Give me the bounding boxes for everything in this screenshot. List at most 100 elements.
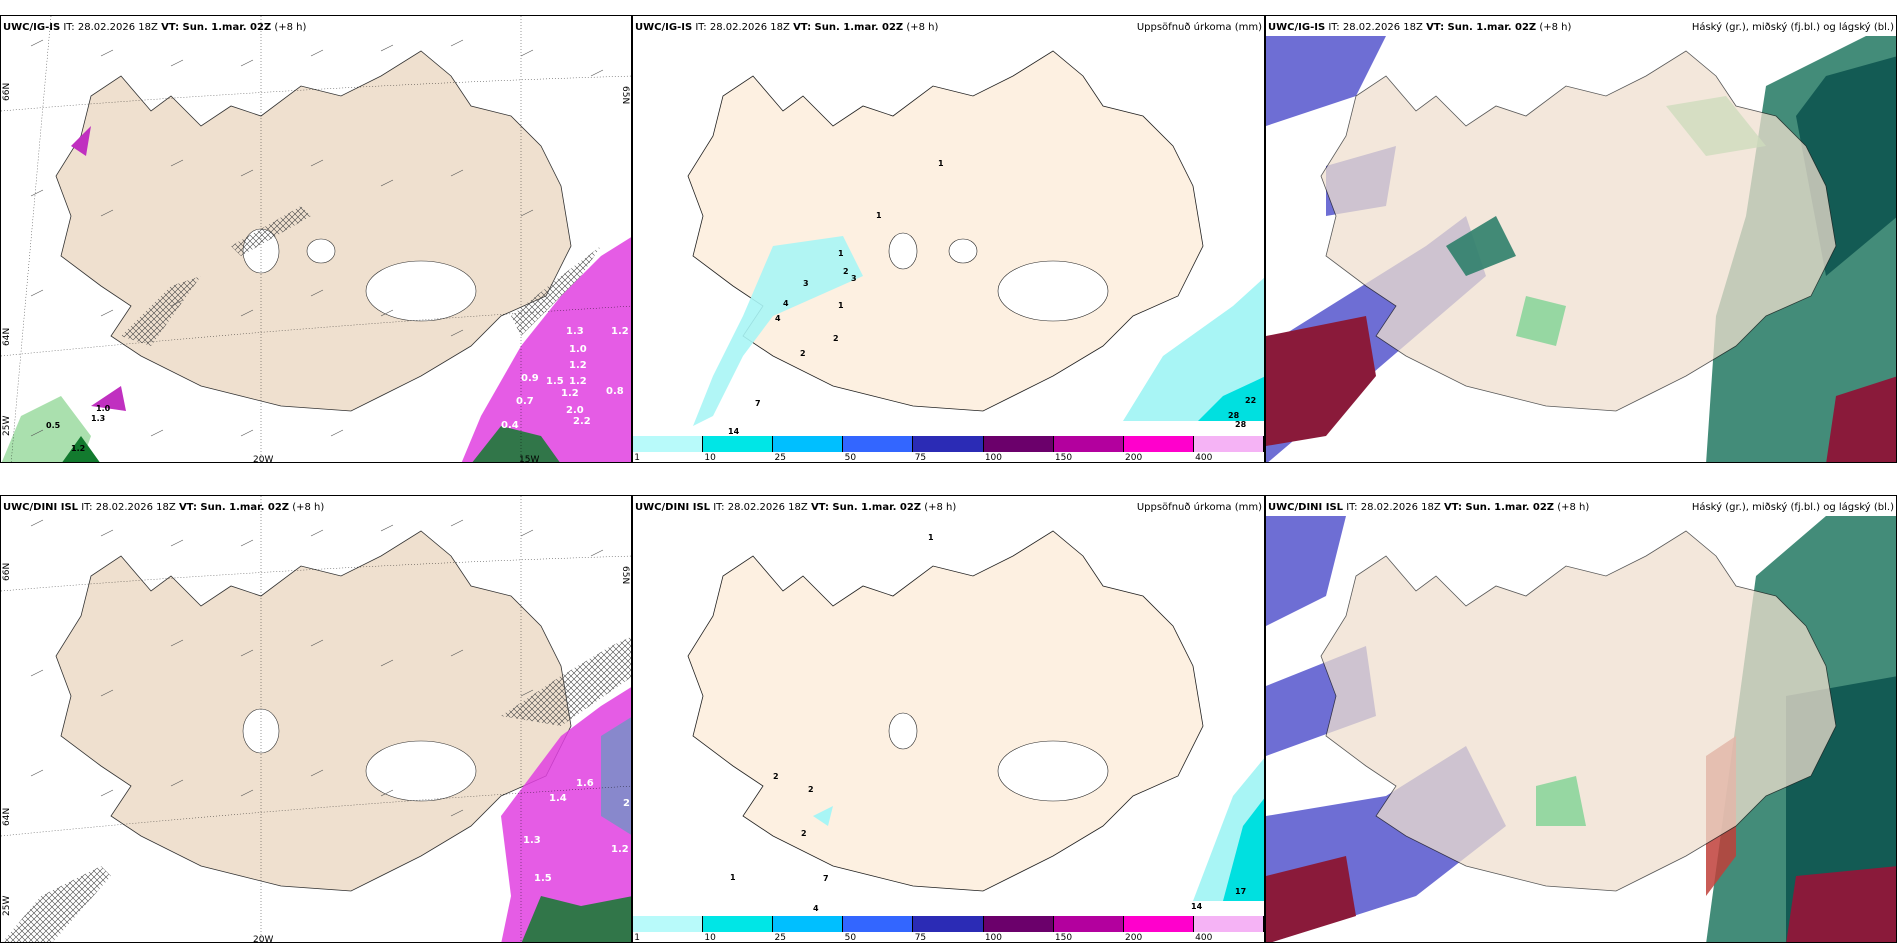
precip-colorbar: 1 10 25 50 75 100 150 200 400 (633, 916, 1264, 942)
precip-value: 4 (775, 314, 781, 323)
wind-map-panel-1: 1.3 1.0 1.5 1.2 1.2 0.9 0.7 1.2 2.0 2.2 … (0, 15, 632, 463)
colorbar-tick: 100 (984, 933, 1002, 943)
colorbar-tick: 10 (704, 453, 716, 463)
precip-map-2: 1 2 2 2 1 7 4 14 17 (687, 530, 1264, 913)
colorbar-tick: 200 (1125, 933, 1143, 943)
wind-value: 1.3 (566, 326, 584, 337)
precip-map-panel-2: 1 2 2 2 1 7 4 14 17 UWC/DINI ISL IT: 28.… (632, 495, 1265, 943)
precip-value: 7 (755, 399, 761, 408)
wind-value: 2.0 (566, 405, 584, 416)
cloud-title: Háský (gr.), miðský (fj.bl.) og lágský (… (1691, 22, 1894, 33)
colorbar-tick: 1 (634, 933, 640, 943)
precip-title: Uppsöfnuð úrkoma (mm) (1136, 502, 1262, 513)
panel-title: UWC/DINI ISL IT: 28.02.2026 18Z VT: Sun.… (635, 502, 957, 513)
colorbar-tick: 50 (844, 933, 857, 943)
colorbar-swatch (843, 436, 914, 452)
panel-title: UWC/IG-IS IT: 28.02.2026 18Z VT: Sun. 1.… (635, 22, 939, 33)
colorbar-tick: 75 (914, 933, 927, 943)
wind-value-labels: 1.3 1.0 1.5 1.2 1.2 0.9 0.7 1.2 2.0 2.2 … (46, 326, 629, 453)
wind-value: 0.7 (516, 396, 534, 407)
colorbar-swatch (913, 916, 984, 932)
lon-label: 25W (2, 416, 12, 436)
wind-value: 1.2 (561, 388, 579, 399)
precip-value: 22 (1245, 396, 1256, 405)
precip-value: 7 (823, 874, 829, 883)
precip-value: 2 (801, 829, 807, 838)
colorbar-tick: 25 (774, 453, 786, 463)
wind-value: 1.4 (549, 793, 567, 804)
wind-value: 1.2 (611, 326, 629, 337)
lon-label: 20W (253, 935, 273, 943)
wind-value: 1.5 (546, 376, 564, 387)
wind-value: 1.3 (91, 414, 105, 423)
wind-value: 0.8 (606, 386, 624, 397)
cloud-map-panel-2: UWC/DINI ISL IT: 28.02.2026 18Z VT: Sun.… (1265, 495, 1897, 943)
colorbar-tick: 100 (984, 453, 1002, 463)
colorbar-tick: 50 (844, 453, 857, 463)
precip-value-labels: 1 2 2 2 1 7 4 14 17 (730, 533, 1246, 913)
wind-value: 0.4 (501, 420, 519, 431)
lon-label: 25W (2, 896, 12, 916)
colorbar-swatch (1123, 436, 1194, 452)
cloud-map-panel-1: UWC/IG-IS IT: 28.02.2026 18Z VT: Sun. 1.… (1265, 15, 1897, 463)
lat-label: 65N (620, 86, 630, 104)
precip-value: 3 (851, 274, 857, 283)
precip-value: 1 (838, 301, 844, 310)
colorbar-swatch (703, 916, 774, 932)
colorbar-tick: 400 (1195, 933, 1213, 943)
precip-title: Uppsöfnuð úrkoma (mm) (1136, 22, 1262, 33)
precip-value: 1 (730, 873, 736, 882)
wind-value: 1.2 (71, 444, 85, 453)
colorbar-swatch (1053, 436, 1124, 452)
precip-value: 1 (928, 533, 934, 542)
colorbar-tick: 400 (1195, 453, 1213, 463)
precip-colorbar: 1 10 25 50 75 100 150 200 400 (633, 436, 1264, 462)
panel-title: UWC/DINI ISL IT: 28.02.2026 18Z VT: Sun.… (3, 502, 325, 513)
precip-value: 4 (813, 904, 819, 913)
lat-label: 65N (620, 566, 630, 584)
precip-map-panel-1: 1 1 1 2 3 4 3 4 1 2 2 7 14 22 28 28 UWC/… (632, 15, 1265, 463)
colorbar-swatch (773, 916, 844, 932)
colorbar-swatch (703, 436, 774, 452)
precip-value: 2 (773, 772, 779, 781)
colorbar-swatch (843, 916, 914, 932)
wind-value: 1.6 (576, 778, 594, 789)
colorbar-tick: 10 (704, 933, 716, 943)
panel-title: UWC/IG-IS IT: 28.02.2026 18Z VT: Sun. 1.… (3, 22, 307, 33)
precip-value: 14 (1191, 902, 1203, 911)
wind-value: 1.0 (569, 344, 587, 355)
precip-value: 2 (800, 349, 806, 358)
lat-label: 66N (2, 563, 12, 581)
colorbar-swatch (1123, 916, 1194, 932)
precip-value: 17 (1235, 887, 1246, 896)
colorbar-swatch (1193, 436, 1264, 452)
wind-value-labels: 1.6 1.4 1.3 1.5 1.2 2 (523, 778, 630, 884)
colorbar-tick: 150 (1054, 453, 1073, 463)
wind-value: 1.2 (569, 376, 587, 387)
precip-value: 1 (876, 211, 882, 220)
wind-value: 1.0 (96, 404, 111, 413)
cloud-map-1 (1266, 16, 1896, 462)
precip-map-1: 1 1 1 2 3 4 3 4 1 2 2 7 14 22 28 28 (687, 50, 1264, 436)
precip-value: 1 (938, 159, 944, 168)
precip-value: 2 (843, 267, 849, 276)
lon-label: 15W (519, 455, 539, 463)
precip-value: 1 (838, 249, 844, 258)
lat-label: 64N (2, 328, 12, 346)
panel-title: UWC/DINI ISL IT: 28.02.2026 18Z VT: Sun.… (1268, 502, 1590, 513)
wind-value: 0.5 (46, 421, 61, 430)
wind-value: 0.7 (73, 358, 91, 369)
cloud-title: Háský (gr.), miðský (fj.bl.) og lágský (… (1691, 502, 1894, 513)
wind-value: 2 (623, 798, 630, 809)
colorbar-swatch (983, 436, 1054, 452)
precip-value: 14 (728, 427, 740, 436)
precip-value: 28 (1235, 420, 1247, 429)
precip-value: 3 (803, 279, 809, 288)
lat-label: 66N (2, 83, 12, 101)
wind-value: 1.2 (569, 360, 587, 371)
colorbar-swatch (633, 916, 704, 932)
precip-value: 4 (783, 299, 789, 308)
panel-title: UWC/IG-IS IT: 28.02.2026 18Z VT: Sun. 1.… (1268, 22, 1572, 33)
cloud-map-2 (1266, 496, 1896, 942)
colorbar-swatch (773, 436, 844, 452)
